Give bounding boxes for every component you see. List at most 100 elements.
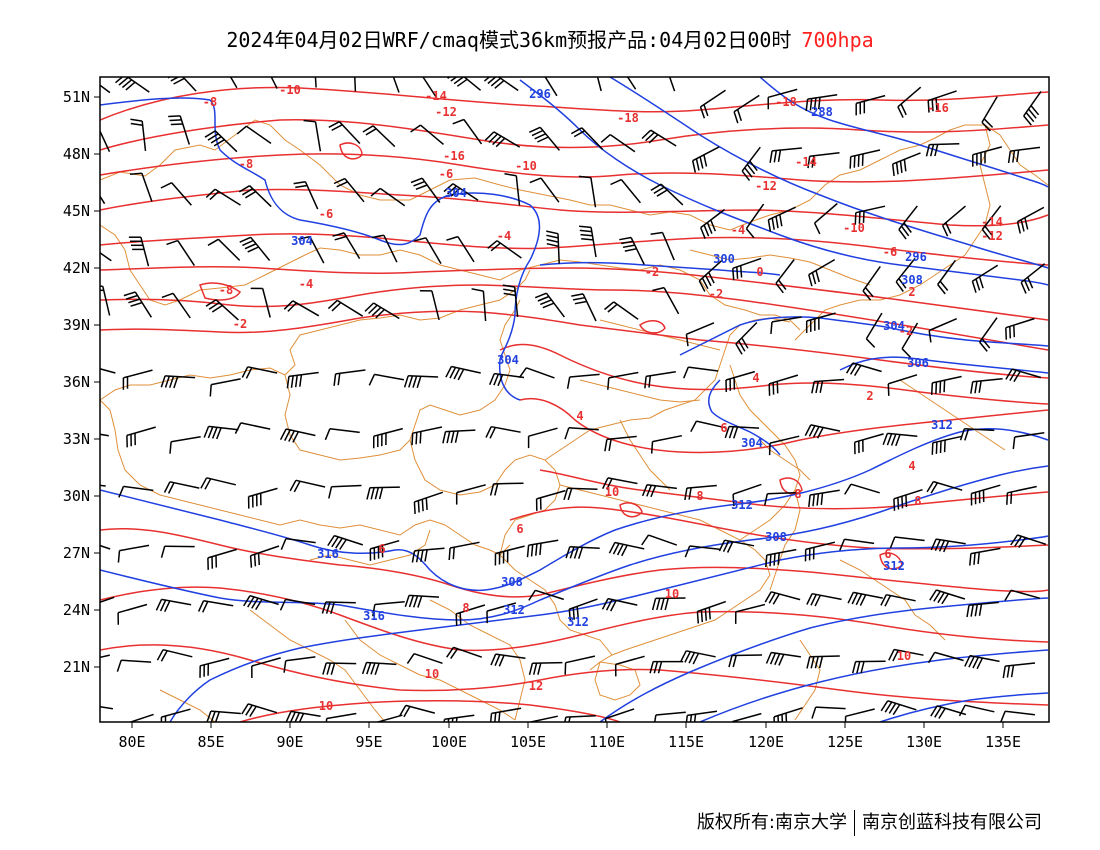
lon-label: 120E	[748, 733, 784, 751]
wind-barb-icon	[602, 477, 638, 490]
wind-barb-icon	[844, 483, 880, 495]
temperature-label: -6	[319, 207, 333, 221]
wind-barb-icon	[328, 121, 361, 145]
wind-barb-icon	[279, 428, 316, 443]
wind-barb-icon	[487, 240, 522, 259]
title-main: 2024年04月02日WRF/cmaq模式36km预报产品:04月02日00时	[226, 28, 792, 52]
wind-barb-icon	[804, 424, 841, 439]
height-label: 296	[905, 250, 927, 264]
wind-barb-icon	[696, 600, 727, 624]
wind-barb-icon	[579, 225, 597, 258]
wind-barb-icon	[641, 483, 677, 498]
wind-barb-icon	[286, 371, 319, 389]
wind-barb-icon	[854, 205, 886, 225]
copyright-left: 版权所有:南京大学	[696, 812, 847, 833]
wind-barb-icon	[129, 172, 153, 202]
wind-barb-icon	[251, 657, 281, 679]
wind-barb-icon	[167, 77, 197, 92]
wind-barb-icon	[930, 375, 962, 395]
wind-barb-icon	[489, 372, 525, 387]
wind-barb-icon	[236, 125, 272, 145]
wind-barb-icon	[651, 597, 686, 611]
wind-barb-icon	[966, 601, 999, 618]
wind-barb-icon	[204, 130, 238, 153]
wind-barb-icon	[314, 77, 317, 88]
wind-barb-icon	[100, 596, 115, 603]
wind-barb-icon	[452, 118, 483, 145]
map-frame	[99, 76, 1050, 723]
height-label: 316	[363, 609, 385, 623]
wind-barb-icon	[769, 147, 802, 163]
wind-barb-icon	[528, 126, 560, 151]
wind-barb-icon	[851, 660, 886, 674]
temperature-label: 4	[576, 409, 583, 423]
wind-barb-icon	[502, 284, 519, 317]
wind-barb-icon	[641, 534, 678, 546]
wind-barb-icon	[239, 236, 271, 261]
wind-barb-icon	[1005, 317, 1035, 340]
wind-barb-icon	[366, 486, 400, 500]
temperature-label: -6	[883, 245, 897, 259]
wind-barb-icon	[446, 646, 483, 660]
wind-barb-icon	[229, 77, 238, 89]
wind-barb-icon	[862, 265, 881, 301]
height-contours	[100, 77, 1049, 722]
wind-barb-icon	[325, 712, 357, 722]
wind-barb-icon	[414, 237, 442, 264]
wind-barb-icon	[504, 173, 521, 206]
wind-barb-icon	[490, 653, 526, 667]
wind-barb-icon	[1002, 662, 1036, 679]
wind-barb-icon	[734, 603, 766, 624]
wind-barb-icon	[100, 129, 111, 153]
temperature-label: 4	[908, 459, 915, 473]
lat-label: 33N	[63, 430, 90, 448]
temperature-label: 4	[752, 371, 759, 385]
wind-barb-icon	[489, 482, 524, 496]
temperature-label: 10	[897, 649, 911, 663]
wind-barb-icon	[443, 183, 479, 201]
lon-label: 95E	[355, 733, 382, 751]
wind-barb-icon	[732, 257, 762, 281]
height-label: 312	[503, 603, 525, 617]
wind-barb-icon	[964, 654, 1000, 670]
wind-barb-icon	[981, 205, 1002, 240]
wind-barb-icon	[568, 598, 598, 622]
wind-barb-icon	[770, 316, 802, 334]
wind-barb-icon	[604, 708, 635, 722]
wind-barb-icon	[724, 425, 760, 439]
wind-barb-icon	[324, 427, 360, 441]
wind-barb-icon	[853, 433, 884, 455]
wind-barb-icon	[767, 206, 796, 232]
wind-barb-icon	[926, 480, 963, 494]
lon-label: 80E	[118, 733, 145, 751]
lon-label: 115E	[668, 733, 704, 751]
wind-barbs	[100, 77, 1047, 722]
wind-barb-icon	[199, 657, 230, 678]
wind-barb-icon	[406, 652, 443, 665]
wind-barb-icon	[811, 378, 845, 394]
wind-barb-icon	[735, 321, 758, 355]
wind-barb-icon	[880, 700, 917, 716]
wind-barb-icon	[117, 603, 148, 625]
temperature-label: -14	[425, 89, 447, 103]
wind-barb-icon	[372, 600, 405, 617]
height-label: 312	[931, 418, 953, 432]
wind-barb-icon	[392, 77, 400, 93]
wind-barb-icon	[546, 230, 560, 264]
wind-barb-icon	[160, 375, 196, 389]
wind-barb-icon	[653, 711, 686, 722]
wind-barb-icon	[564, 427, 599, 440]
wind-barb-icon	[280, 537, 316, 550]
temperature-label: -10	[515, 159, 537, 173]
height-label: 308	[501, 575, 523, 589]
wind-barb-icon	[410, 177, 441, 203]
wind-barb-icon	[563, 487, 598, 501]
height-label: 304	[445, 186, 467, 200]
wind-barb-icon	[931, 435, 963, 455]
wind-barb-icon	[155, 598, 192, 613]
wind-barb-icon	[250, 287, 271, 318]
wind-barb-icon	[122, 369, 153, 390]
wind-barb-icon	[207, 548, 237, 570]
wind-barb-icon	[813, 202, 838, 235]
wind-barb-icon	[100, 368, 116, 374]
